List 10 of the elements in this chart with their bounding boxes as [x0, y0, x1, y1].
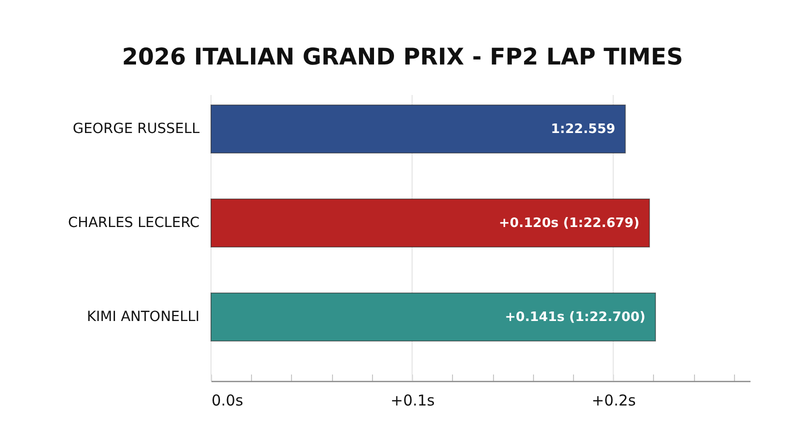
y-tick-label: KIMI ANTONELLI [86, 309, 200, 326]
x-tick-label: 0.0s [212, 392, 244, 410]
x-tick-label: +0.1s [390, 392, 435, 410]
annotation: +0.141s (1:22.700) [504, 310, 646, 326]
y-tick-label: CHARLES LECLERC [68, 214, 200, 231]
annotation: 1:22.559 [550, 122, 616, 137]
y-tick-label: GEORGE RUSSELL [72, 120, 200, 137]
annotation: +0.120s (1:22.679) [498, 216, 640, 231]
chart-title: 2026 ITALIAN GRAND PRIX - FP2 LAP TIMES [122, 44, 684, 70]
x-tick-label: +0.2s [592, 392, 636, 410]
